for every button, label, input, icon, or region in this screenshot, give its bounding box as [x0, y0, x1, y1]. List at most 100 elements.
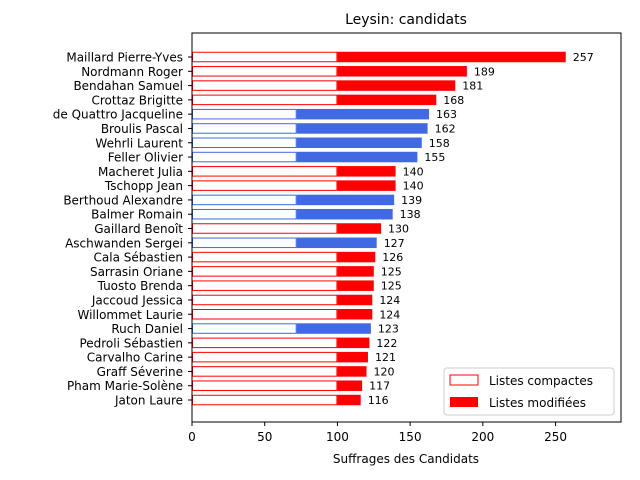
value-label: 140: [403, 165, 424, 178]
bar-modifiees: [296, 208, 393, 220]
value-label: 189: [474, 65, 495, 78]
bar-compactes: [192, 394, 338, 406]
bar-modifiees: [296, 151, 418, 163]
bar-modifiees: [337, 180, 396, 191]
value-label: 124: [379, 308, 400, 321]
value-label: 163: [436, 108, 457, 121]
bar-modifiees: [337, 366, 367, 377]
y-tick-label: Jaton Laure: [114, 394, 183, 408]
bar-modifiees: [337, 80, 456, 91]
bar-modifiees: [337, 266, 374, 277]
y-tick-label: Bendahan Samuel: [73, 79, 183, 93]
bar-compactes: [192, 280, 338, 291]
value-label: 126: [382, 251, 403, 264]
bar-compactes: [192, 351, 338, 363]
x-tick-label: 250: [544, 430, 567, 444]
bar-modifiees: [337, 223, 382, 234]
bar-compactes: [192, 366, 338, 377]
bar-compactes: [192, 266, 338, 277]
bar-compactes: [192, 108, 297, 120]
y-tick-label: Ruch Daniel: [111, 322, 183, 336]
value-label: 120: [374, 365, 395, 378]
value-label: 158: [429, 137, 450, 150]
value-label: 116: [368, 394, 389, 407]
bar-compactes: [192, 151, 297, 163]
legend-swatch-modifiees: [450, 397, 478, 407]
value-label: 122: [376, 337, 397, 350]
y-tick-label: Nordmann Roger: [81, 65, 183, 79]
y-tick-label: de Quattro Jacqueline: [53, 108, 183, 122]
bar-compactes: [192, 123, 297, 134]
y-tick-label: Wehrli Laurent: [95, 136, 183, 150]
bar-modifiees: [296, 323, 371, 334]
bar-compactes: [192, 237, 297, 249]
x-tick-label: 150: [399, 430, 422, 444]
value-label: 125: [381, 280, 402, 293]
bar-modifiees: [337, 337, 370, 349]
y-tick-label: Maillard Pierre-Yves: [66, 51, 183, 65]
value-label: 138: [400, 208, 421, 221]
bar-modifiees: [296, 137, 422, 149]
bar-compactes: [192, 294, 338, 306]
y-tick-label: Sarrasin Oriane: [90, 265, 183, 279]
value-label: 139: [401, 194, 422, 207]
bar-compactes: [192, 51, 338, 63]
bar-compactes: [192, 337, 338, 349]
bar-modifiees: [337, 94, 437, 106]
bar-modifiees: [337, 294, 373, 306]
bar-compactes: [192, 194, 297, 206]
value-label: 168: [443, 94, 464, 107]
y-tick-label: Jaccoud Jessica: [91, 293, 183, 307]
value-label: 155: [424, 151, 445, 164]
value-label: 117: [369, 380, 390, 393]
x-axis-ticks: 0 50 100 150 200 250: [188, 422, 567, 444]
x-tick-label: 200: [471, 430, 494, 444]
legend-label-modifiees: Listes modifiées: [489, 396, 586, 410]
y-tick-label: Macheret Julia: [98, 165, 183, 179]
bar-modifiees: [296, 194, 395, 206]
bar-modifiees: [296, 237, 377, 249]
value-label: 130: [388, 223, 409, 236]
bar-compactes: [192, 66, 338, 77]
value-label: 181: [462, 80, 483, 93]
bar-modifiees: [337, 51, 566, 63]
value-label: 257: [573, 51, 594, 64]
y-tick-label: Cala Sébastien: [94, 251, 183, 265]
bar-modifiees: [337, 309, 373, 320]
bar-modifiees: [337, 380, 363, 391]
bar-compactes: [192, 323, 297, 334]
x-tick-label: 100: [326, 430, 349, 444]
bar-modifiees: [337, 280, 374, 291]
bar-compactes: [192, 137, 297, 149]
bar-compactes: [192, 80, 338, 91]
y-tick-label: Feller Olivier: [108, 151, 183, 165]
bar-compactes: [192, 180, 338, 191]
y-tick-label: Tschopp Jean: [104, 179, 183, 193]
bar-modifiees: [337, 66, 467, 77]
legend-box: [443, 367, 615, 416]
bar-compactes: [192, 208, 297, 220]
value-label: 123: [378, 323, 399, 336]
x-tick-label: 50: [257, 430, 272, 444]
bar-compactes: [192, 166, 338, 177]
legend-label-compactes: Listes compactes: [489, 374, 593, 388]
x-tick-label: 0: [188, 430, 196, 444]
value-label: 124: [379, 294, 400, 307]
bar-modifiees: [337, 166, 396, 177]
bar-modifiees: [337, 251, 376, 263]
y-tick-label: Graff Séverine: [97, 365, 183, 379]
y-tick-label: Aschwanden Sergei: [65, 236, 183, 250]
bar-modifiees: [337, 394, 361, 406]
bar-compactes: [192, 309, 338, 320]
bar-compactes: [192, 380, 338, 391]
bar-compactes: [192, 94, 338, 106]
value-label: 162: [435, 122, 456, 135]
y-tick-label: Pham Marie-Solène: [67, 379, 183, 393]
bar-compactes: [192, 251, 338, 263]
bar-modifiees: [296, 123, 428, 134]
value-labels: 2571891811681631621581551401401391381301…: [368, 51, 594, 407]
y-tick-label: Tuosto Brenda: [97, 279, 183, 293]
y-tick-label: Carvalho Carine: [87, 351, 183, 365]
